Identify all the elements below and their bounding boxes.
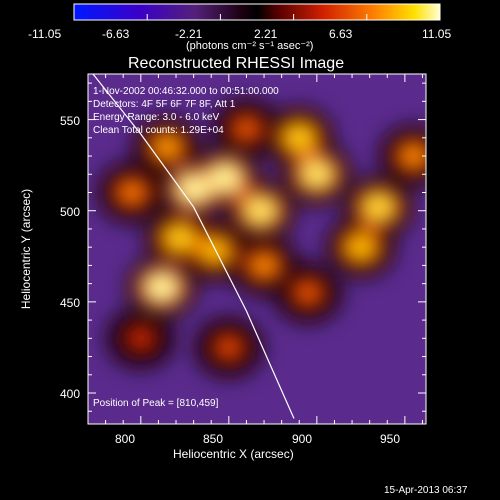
source-core: [363, 194, 394, 220]
energy-range-annotation: Energy Range: 3.0 - 6.0 keV: [93, 112, 220, 123]
y-tick-label: 450: [60, 296, 81, 310]
x-axis-label: Heliocentric X (arcsec): [173, 447, 294, 461]
colorbar-tick-label: 6.63: [329, 27, 353, 41]
y-tick-label: 400: [60, 387, 81, 401]
colorbar-tick-label: -6.63: [102, 27, 130, 41]
source-core: [245, 197, 276, 224]
colorbar-tick-label: -11.05: [28, 27, 62, 41]
heatmap-sources: [110, 111, 426, 364]
colorbar: [74, 4, 440, 20]
x-tick-label: 900: [292, 432, 313, 446]
colorbar-tick-label: 2.21: [254, 27, 278, 41]
colorbar-tick-label: 11.05: [422, 27, 452, 41]
source-core: [177, 175, 210, 203]
y-tick-label: 500: [60, 205, 81, 219]
source-core: [130, 329, 151, 347]
detectors-annotation: Detectors: 4F 5F 6F 7F 8F, Att 1: [93, 99, 236, 110]
method-counts-annotation: Clean Total counts: 1.29E+04: [93, 125, 224, 136]
peak-position-annotation: Position of Peak = [810,459]: [93, 398, 219, 409]
solar-limb-line: [92, 74, 295, 419]
source-core: [296, 283, 320, 303]
source-core: [217, 338, 240, 357]
colorbar-unit-label: (photons cm⁻² s⁻¹ asec⁻²): [186, 40, 314, 52]
x-tick-label: 800: [115, 432, 136, 446]
source-core: [119, 182, 145, 203]
source-core: [251, 254, 277, 277]
source-core: [235, 118, 258, 139]
chart-title: Reconstructed RHESSI Image: [128, 55, 345, 72]
source-core: [400, 145, 426, 167]
colorbar-tick-label: -2.21: [175, 27, 203, 41]
source-core: [284, 125, 314, 151]
source-core: [154, 135, 181, 159]
time-range-annotation: 1-Nov-2002 00:46:32.000 to 00:51:00.000: [93, 86, 279, 97]
y-axis-label: Heliocentric Y (arcsec): [19, 188, 33, 310]
plot-frame: [87, 73, 427, 425]
x-tick-label: 850: [203, 432, 224, 446]
y-tick-label: 550: [60, 114, 81, 128]
source-core: [164, 225, 195, 251]
source-core: [209, 164, 242, 192]
timestamp: 15-Apr-2013 06:37: [384, 485, 468, 496]
colorbar-ticks: [73, 14, 441, 20]
x-tick-label: 950: [380, 432, 401, 446]
source-core: [200, 238, 229, 263]
source-core: [301, 161, 333, 188]
axis-ticks: [88, 74, 426, 424]
source-core: [145, 273, 178, 301]
source-core: [346, 235, 375, 260]
